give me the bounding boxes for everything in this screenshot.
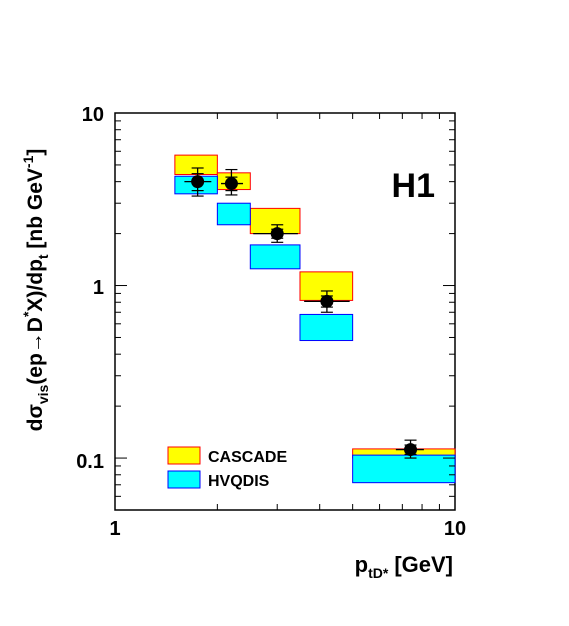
data-point-3 (320, 294, 334, 308)
y-label-p2: (ep→D (24, 317, 47, 385)
x-axis-label: ptD* [GeV] (355, 552, 453, 581)
y-label-sup-star: * (20, 311, 36, 317)
data-point-0 (191, 175, 205, 189)
y-label-p1: dσ (24, 404, 47, 431)
legend-swatch-hvqdis (167, 470, 201, 489)
svg-text:ptD*[GeV]: ptD* [GeV] (355, 552, 453, 581)
x-label-main: p (355, 552, 368, 577)
hvqdis-band-1 (216, 202, 251, 226)
y-label-p3: X)/dp (24, 259, 47, 312)
legend-label-hvqdis: HVQDIS (208, 473, 270, 490)
y-label-sup-m1: -1 (20, 155, 36, 168)
hvqdis-band-2 (249, 244, 301, 270)
data-point-4 (404, 443, 418, 457)
y-label-p4: [nb GeV (24, 168, 47, 254)
h1-stamp: H1 (392, 167, 435, 205)
plot-frame (114, 112, 456, 511)
y-label-p5: ] (24, 149, 47, 156)
legend-label-cascade: CASCADE (208, 449, 287, 466)
y-label-sub-vis: vis (35, 385, 51, 405)
hvqdis-band-3 (299, 313, 354, 342)
x-tick-label-1: 1 (109, 518, 120, 540)
x-label-unit: [GeV] (394, 552, 453, 577)
data-point-2 (270, 227, 284, 241)
svg-text:dσvis(ep→D*X)/dpt [nb GeV-1]: dσvis(ep→D*X)/dpt [nb GeV-1] (20, 149, 51, 432)
y-axis-label: dσvis(ep→D*X)/dpt [nb GeV-1] (20, 149, 51, 432)
y-label-sub-t: t (35, 254, 51, 259)
data-point-1 (224, 177, 238, 191)
x-label-sub: tD* (368, 565, 389, 581)
y-tick-label-0.1: 0.1 (76, 451, 104, 473)
legend: CASCADE HVQDIS (167, 446, 287, 490)
hvqdis-band-4 (352, 454, 456, 484)
y-tick-label-1: 1 (93, 277, 104, 299)
y-tick-label-10: 10 (82, 104, 104, 126)
legend-swatch-cascade (167, 446, 201, 465)
x-tick-label-10: 10 (444, 518, 466, 540)
cascade-band-0 (174, 154, 218, 176)
